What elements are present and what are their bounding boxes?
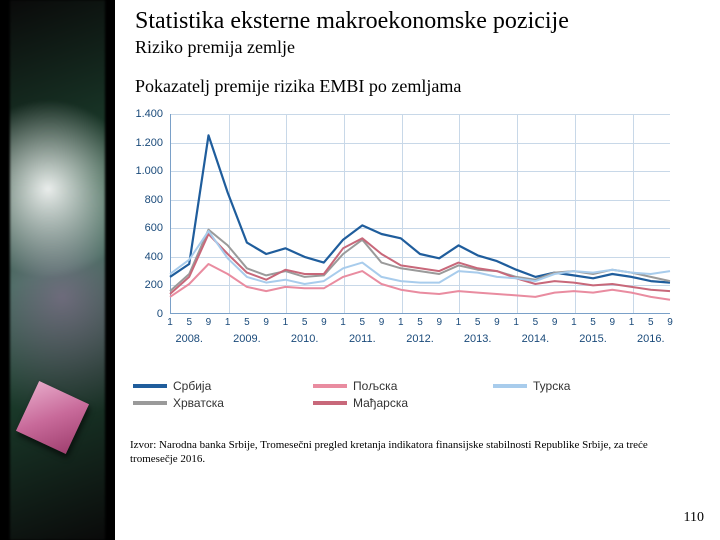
x-tick-label: 1 <box>629 317 635 328</box>
legend-item: Турска <box>493 379 643 393</box>
x-tick-label: 1 <box>456 317 462 328</box>
y-tick-label: 0 <box>157 308 163 320</box>
x-tick-label: 1 <box>340 317 346 328</box>
y-tick-label: 400 <box>145 251 163 263</box>
y-tick-label: 600 <box>145 222 163 234</box>
y-tick-label: 800 <box>145 194 163 206</box>
x-tick-label: 9 <box>263 317 269 328</box>
legend-swatch <box>313 401 347 405</box>
x-tick-label: 9 <box>667 317 673 328</box>
page-subtitle: Riziko premija zemlje <box>135 37 710 58</box>
x-year-label: 2011. <box>349 333 376 345</box>
legend-item: Пољска <box>313 379 463 393</box>
legend-swatch <box>133 384 167 388</box>
x-tick-label: 5 <box>302 317 308 328</box>
x-tick-label: 9 <box>552 317 558 328</box>
legend-label: Србија <box>173 379 211 393</box>
x-tick-label: 1 <box>167 317 173 328</box>
series-line <box>170 135 670 282</box>
legend-label: Турска <box>533 379 570 393</box>
x-tick-label: 5 <box>417 317 423 328</box>
legend-label: Хрватска <box>173 396 224 410</box>
x-year-label: 2014. <box>522 333 550 345</box>
legend-item: Хрватска <box>133 396 283 410</box>
x-year-label: 2012. <box>406 333 434 345</box>
x-tick-label: 5 <box>533 317 539 328</box>
x-axis-year-labels: 2008. 2009. 2010. 2011. 2012. 2013. 2014. 2015.… <box>170 333 670 348</box>
x-tick-label: 9 <box>494 317 500 328</box>
x-tick-label: 5 <box>475 317 481 328</box>
x-tick-label: 9 <box>321 317 327 328</box>
page-number: 110 <box>684 510 704 526</box>
x-year-label: 2016. <box>637 333 665 345</box>
legend-item: Мађарска <box>313 396 463 410</box>
x-year-label: 2010. <box>291 333 319 345</box>
x-tick-label: 1 <box>513 317 519 328</box>
chart-title: Pokazatelj premije rizika EMBI po zemlja… <box>135 76 710 97</box>
chart-legend: Србија Пољска Турска Хрватска Мађарска <box>133 379 680 410</box>
x-year-label: 2013. <box>464 333 492 345</box>
source-text: Izvor: Narodna banka Srbije, Tromesečni … <box>130 438 670 467</box>
x-year-label: 2015. <box>579 333 607 345</box>
x-axis-minor-ticks: 1 5 9 1 5 9 1 5 9 1 5 9 1 5 9 1 5 9 1 5 9 1 5 9 1 5 9 <box>170 317 670 332</box>
x-tick-label: 9 <box>610 317 616 328</box>
y-tick-label: 200 <box>145 279 163 291</box>
x-tick-label: 5 <box>590 317 596 328</box>
x-tick-label: 9 <box>379 317 385 328</box>
x-tick-label: 5 <box>648 317 654 328</box>
x-tick-label: 5 <box>186 317 192 328</box>
chart-lines <box>170 114 670 314</box>
x-tick-label: 9 <box>436 317 442 328</box>
x-tick-label: 5 <box>244 317 250 328</box>
y-axis-labels: 0 200 400 600 800 1.000 1.200 1.400 <box>125 109 167 319</box>
legend-swatch <box>493 384 527 388</box>
x-tick-label: 9 <box>206 317 212 328</box>
x-tick-label: 1 <box>283 317 289 328</box>
x-tick-label: 1 <box>571 317 577 328</box>
legend-swatch <box>133 401 167 405</box>
legend-label: Пољска <box>353 379 397 393</box>
x-tick-label: 1 <box>398 317 404 328</box>
y-tick-label: 1.000 <box>135 165 163 177</box>
page-title: Statistika eksterne makroekonomske pozic… <box>135 8 710 35</box>
y-tick-label: 1.200 <box>135 137 163 149</box>
x-year-label: 2009. <box>233 333 261 345</box>
legend-swatch <box>313 384 347 388</box>
decorative-sidebar <box>0 0 115 540</box>
x-tick-label: 1 <box>225 317 231 328</box>
y-tick-label: 1.400 <box>135 108 163 120</box>
x-year-label: 2008. <box>175 333 203 345</box>
embi-chart: 0 200 400 600 800 1.000 1.200 1.400 1 5 9 1 5 9 1 5 9 1 5… <box>125 109 680 410</box>
legend-item: Србија <box>133 379 283 393</box>
x-tick-label: 5 <box>360 317 366 328</box>
legend-label: Мађарска <box>353 396 408 410</box>
